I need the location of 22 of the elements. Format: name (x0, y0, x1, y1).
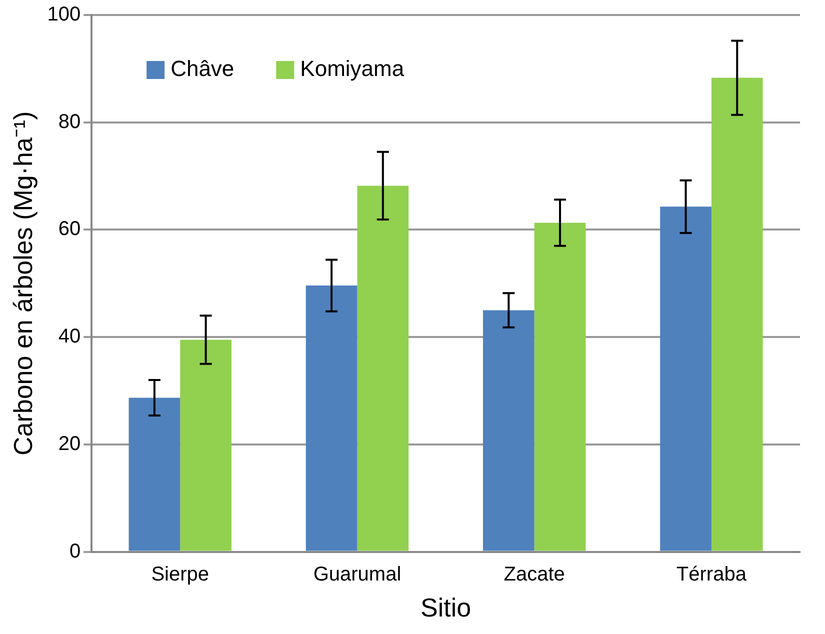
x-tick-label: Guarumal (313, 563, 402, 586)
legend-label: Komiyama (300, 56, 405, 82)
bar (660, 206, 712, 551)
bar (482, 310, 534, 551)
legend-label: Châve (170, 56, 234, 82)
bar (180, 340, 232, 551)
y-tick-label: 20 (58, 432, 81, 455)
x-tick-label: Zacate (504, 563, 565, 586)
y-tick-label: 40 (58, 326, 81, 348)
bar (534, 222, 586, 551)
x-axis-title: Sitio (420, 592, 472, 623)
y-tick-label: 60 (58, 218, 81, 240)
y-tick-label: 80 (58, 110, 81, 133)
bar (357, 186, 409, 551)
y-axis-title: Carbono en árboles (Mg·ha⁻¹) (8, 111, 38, 456)
y-tick-label: 0 (69, 540, 81, 562)
x-tick-label: Térraba (676, 563, 748, 586)
bar (128, 398, 180, 551)
x-tick-label: Sierpe (151, 563, 210, 586)
y-tick-label: 100 (47, 4, 81, 26)
bar (306, 286, 358, 551)
bar (711, 78, 763, 551)
